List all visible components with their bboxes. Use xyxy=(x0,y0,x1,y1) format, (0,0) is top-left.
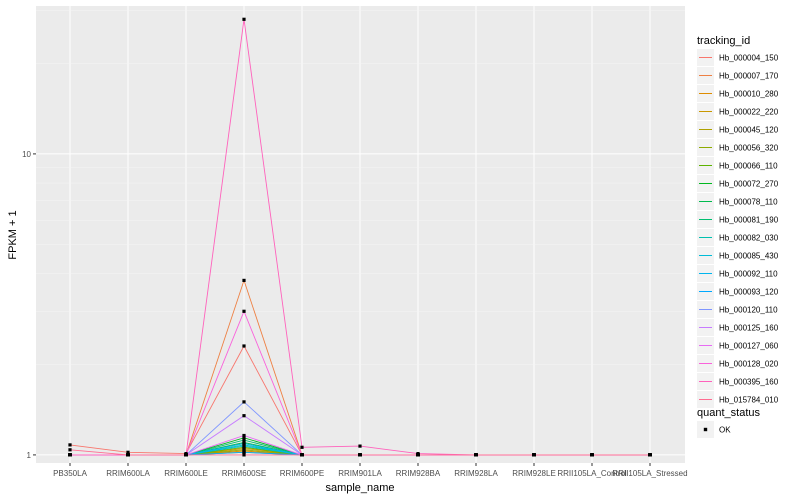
point-legend-title: quant_status xyxy=(697,407,760,419)
legend-label: Hb_000128_020 xyxy=(719,360,779,369)
legend-label: Hb_000092_110 xyxy=(719,270,778,279)
y-axis: 1 10 xyxy=(22,150,36,460)
data-point xyxy=(242,309,246,313)
legend-title: tracking_id xyxy=(697,35,750,47)
x-tick-label: RRIM600SE xyxy=(222,469,266,478)
data-point xyxy=(242,414,246,418)
data-point xyxy=(242,436,246,440)
data-point xyxy=(242,442,246,446)
data-point xyxy=(68,453,72,457)
x-tick-label: RRIM928BA xyxy=(396,469,441,478)
data-point xyxy=(416,453,420,457)
legend-label: Hb_000093_120 xyxy=(719,288,779,297)
x-tick-label: RRIM600PE xyxy=(280,469,324,478)
data-point xyxy=(242,278,246,282)
data-point xyxy=(68,448,72,452)
data-point xyxy=(242,450,246,454)
data-point xyxy=(590,453,594,457)
legend-label: Hb_000395_160 xyxy=(719,378,779,387)
legend-label: Hb_000045_120 xyxy=(719,126,779,135)
data-point xyxy=(358,444,362,448)
x-tick-label: PB350LA xyxy=(53,469,87,478)
legend-label: Hb_000081_190 xyxy=(719,216,779,225)
legend-label: Hb_000056_320 xyxy=(719,144,779,153)
legend: tracking_id quant_status OK Hb_000004_15… xyxy=(697,35,779,438)
y-axis-title: FPKM + 1 xyxy=(7,210,19,259)
point-legend-label: OK xyxy=(719,426,731,435)
data-point xyxy=(242,448,246,452)
x-tick-label: RRIM600LA xyxy=(106,469,150,478)
data-point xyxy=(126,450,130,454)
x-tick-label: RRII105LA_Control xyxy=(557,469,627,478)
legend-label: Hb_000022_220 xyxy=(719,108,779,117)
legend-label: Hb_000010_280 xyxy=(719,90,779,99)
x-tick-label: RRIM600LE xyxy=(164,469,208,478)
data-point xyxy=(242,438,246,442)
data-point xyxy=(242,453,246,457)
data-point xyxy=(68,443,72,447)
data-point xyxy=(184,453,188,457)
data-points xyxy=(68,17,652,457)
legend-label: Hb_000007_170 xyxy=(719,72,779,81)
legend-label: Hb_000072_270 xyxy=(719,180,779,189)
x-tick-label: RRIM928LE xyxy=(512,469,556,478)
legend-label: Hb_000085_430 xyxy=(719,252,779,261)
data-point xyxy=(300,453,304,457)
data-point xyxy=(532,453,536,457)
legend-label: Hb_015784_010 xyxy=(719,396,779,405)
x-axis-title: sample_name xyxy=(325,482,394,494)
data-point xyxy=(358,453,362,457)
legend-label: Hb_000082_030 xyxy=(719,234,779,243)
data-point xyxy=(242,433,246,438)
data-point xyxy=(242,400,246,404)
legend-label: Hb_000004_150 xyxy=(719,54,779,63)
x-tick-label: RRII105LA_Stressed xyxy=(612,469,687,478)
x-tick-label: RRIM901LA xyxy=(338,469,382,478)
y-tick-label: 10 xyxy=(22,150,31,159)
data-point xyxy=(300,445,304,449)
x-axis: PB350LA RRIM600LA RRIM600LE RRIM600SE RRIM60… xyxy=(53,463,688,478)
legend-label: Hb_000078_110 xyxy=(719,198,778,207)
legend-label: Hb_000127_060 xyxy=(719,342,779,351)
legend-label: Hb_000125_160 xyxy=(719,324,779,333)
y-tick-label: 1 xyxy=(27,451,32,460)
data-point xyxy=(474,453,478,457)
data-point xyxy=(242,17,246,21)
point-legend-marker xyxy=(703,427,708,432)
data-point xyxy=(648,453,652,457)
legend-label: Hb_000066_110 xyxy=(719,162,778,171)
data-point xyxy=(126,453,130,457)
x-tick-label: RRIM928LA xyxy=(454,469,498,478)
legend-label: Hb_000120_110 xyxy=(719,306,778,315)
data-point xyxy=(242,344,246,348)
data-point xyxy=(242,444,246,448)
